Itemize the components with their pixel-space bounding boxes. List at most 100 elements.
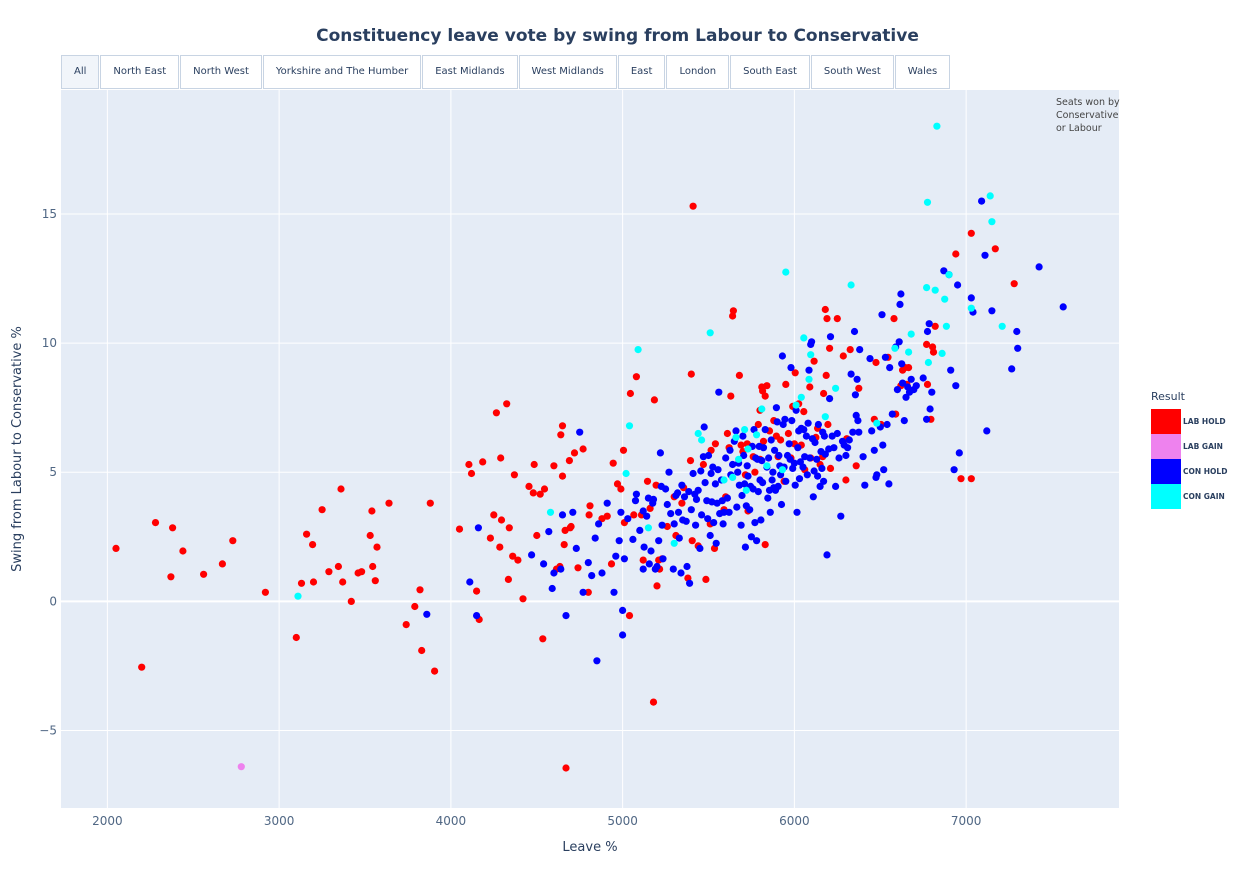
point-con-hold[interactable] — [725, 508, 733, 516]
point-con-hold[interactable] — [697, 467, 705, 475]
point-lab-hold[interactable] — [763, 382, 771, 390]
point-lab-hold[interactable] — [632, 373, 641, 381]
point-con-hold[interactable] — [813, 455, 821, 463]
point-lab-hold[interactable] — [558, 422, 567, 430]
point-lab-hold[interactable] — [751, 468, 759, 476]
point-con-hold[interactable] — [853, 375, 861, 383]
point-lab-hold[interactable] — [855, 384, 863, 392]
point-con-gain[interactable] — [706, 329, 714, 337]
point-con-hold[interactable] — [773, 418, 781, 426]
point-con-hold[interactable] — [562, 612, 570, 620]
point-con-hold[interactable] — [636, 526, 644, 535]
point-con-hold[interactable] — [967, 294, 975, 302]
legend-item[interactable]: LAB HOLD — [1151, 409, 1227, 434]
point-lab-hold[interactable] — [639, 556, 647, 564]
point-con-hold[interactable] — [734, 468, 742, 476]
point-con-gain[interactable] — [546, 508, 555, 516]
point-con-hold[interactable] — [595, 520, 603, 528]
point-con-hold[interactable] — [683, 562, 691, 571]
point-con-hold[interactable] — [1014, 344, 1022, 352]
point-con-hold[interactable] — [799, 463, 807, 471]
point-lab-hold[interactable] — [567, 522, 575, 531]
point-lab-hold[interactable] — [702, 575, 710, 584]
point-con-hold[interactable] — [790, 459, 799, 467]
point-con-hold[interactable] — [619, 631, 627, 639]
point-con-hold[interactable] — [794, 444, 802, 452]
point-lab-hold[interactable] — [727, 392, 735, 400]
point-lab-hold[interactable] — [325, 568, 333, 576]
point-con-hold[interactable] — [474, 524, 482, 532]
point-con-hold[interactable] — [612, 552, 620, 560]
point-lab-hold[interactable] — [318, 506, 326, 514]
point-lab-hold[interactable] — [1010, 280, 1018, 288]
point-con-hold[interactable] — [775, 451, 783, 460]
point-lab-hold[interactable] — [402, 621, 410, 629]
point-con-hold[interactable] — [883, 420, 891, 429]
point-con-hold[interactable] — [704, 451, 713, 460]
point-lab-hold[interactable] — [723, 429, 732, 438]
point-lab-hold[interactable] — [699, 460, 708, 469]
point-con-hold[interactable] — [928, 388, 936, 396]
point-con-gain[interactable] — [694, 429, 702, 438]
point-con-hold[interactable] — [816, 482, 824, 490]
point-con-hold[interactable] — [528, 551, 536, 559]
point-lab-hold[interactable] — [539, 635, 547, 643]
point-con-hold[interactable] — [792, 406, 800, 414]
point-con-hold[interactable] — [981, 251, 989, 259]
point-con-hold[interactable] — [746, 506, 754, 514]
point-con-hold[interactable] — [732, 427, 740, 435]
point-con-hold[interactable] — [645, 560, 653, 568]
point-con-hold[interactable] — [639, 565, 647, 573]
point-lab-hold[interactable] — [806, 383, 814, 391]
point-con-hold[interactable] — [880, 466, 888, 474]
point-con-hold[interactable] — [870, 446, 878, 454]
point-con-hold[interactable] — [473, 612, 481, 620]
point-con-hold[interactable] — [747, 533, 756, 541]
point-con-hold[interactable] — [833, 429, 841, 438]
point-con-hold[interactable] — [545, 528, 553, 536]
point-con-hold[interactable] — [845, 436, 853, 444]
point-con-hold[interactable] — [800, 426, 808, 434]
point-lab-hold[interactable] — [689, 202, 697, 210]
point-lab-hold[interactable] — [852, 462, 860, 470]
point-lab-hold[interactable] — [519, 595, 527, 603]
point-lab-hold[interactable] — [492, 409, 500, 417]
point-con-hold[interactable] — [550, 569, 558, 577]
point-con-hold[interactable] — [861, 481, 869, 489]
point-con-hold[interactable] — [751, 519, 759, 527]
point-con-hold[interactable] — [847, 370, 855, 378]
point-con-hold[interactable] — [830, 444, 838, 452]
point-lab-hold[interactable] — [603, 512, 611, 520]
point-lab-hold[interactable] — [824, 420, 832, 429]
point-con-hold[interactable] — [823, 551, 831, 559]
point-con-hold[interactable] — [737, 521, 745, 529]
point-lab-hold[interactable] — [503, 400, 511, 408]
point-con-gain[interactable] — [729, 473, 737, 481]
point-con-gain[interactable] — [778, 466, 787, 474]
point-con-hold[interactable] — [851, 391, 860, 399]
point-lab-hold[interactable] — [754, 420, 762, 429]
point-con-hold[interactable] — [950, 466, 958, 474]
point-con-gain[interactable] — [986, 192, 994, 200]
point-lab-hold[interactable] — [872, 358, 880, 367]
point-con-gain[interactable] — [942, 322, 951, 330]
point-lab-hold[interactable] — [630, 511, 638, 519]
point-con-hold[interactable] — [952, 382, 960, 390]
point-lab-hold[interactable] — [200, 570, 208, 578]
point-con-hold[interactable] — [758, 457, 766, 465]
point-lab-hold[interactable] — [826, 344, 834, 352]
point-con-hold[interactable] — [805, 366, 813, 374]
tab-london[interactable]: London — [666, 55, 730, 89]
point-lab-hold[interactable] — [833, 315, 841, 323]
point-con-gain[interactable] — [294, 592, 302, 600]
point-con-hold[interactable] — [902, 393, 910, 401]
point-lab-hold[interactable] — [822, 371, 830, 379]
point-con-gain[interactable] — [847, 281, 855, 289]
point-lab-hold[interactable] — [169, 524, 177, 532]
point-con-hold[interactable] — [1059, 303, 1067, 311]
point-con-hold[interactable] — [788, 417, 796, 425]
point-con-hold[interactable] — [907, 375, 915, 383]
point-con-hold[interactable] — [1008, 365, 1016, 373]
point-con-hold[interactable] — [900, 417, 908, 425]
point-con-hold[interactable] — [744, 472, 752, 480]
